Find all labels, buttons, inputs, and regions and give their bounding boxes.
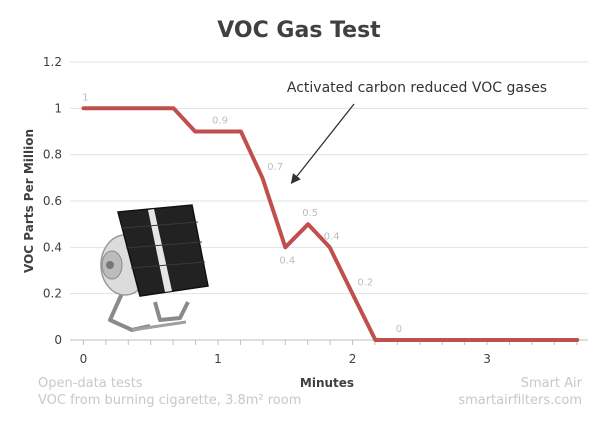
air-purifier-fan-image xyxy=(100,204,209,332)
data-label: 0 xyxy=(396,324,402,335)
x-tick-label: 3 xyxy=(483,352,491,366)
y-tick-label: 1 xyxy=(54,101,62,115)
x-tick-label: 2 xyxy=(349,352,357,366)
footer-website: smartairfilters.com xyxy=(458,393,582,408)
y-tick-label: 0.6 xyxy=(43,194,62,208)
y-tick-label: 0 xyxy=(54,333,62,347)
series-voc xyxy=(81,106,580,342)
data-label: 0.4 xyxy=(324,231,340,242)
y-tick-label: 1.2 xyxy=(43,55,62,69)
x-tick-label: 0 xyxy=(80,352,88,366)
y-tick-label: 0.8 xyxy=(43,148,62,162)
data-label: 0.9 xyxy=(212,116,228,127)
data-label: 0.2 xyxy=(357,278,373,289)
axes: 0 0.2 0.4 0.6 0.8 1 1.2 0 1 2 3 xyxy=(43,55,588,366)
y-axis-title: VOC Parts Per Million xyxy=(22,129,36,273)
chart-title: VOC Gas Test xyxy=(217,18,381,43)
data-label: 0.4 xyxy=(279,255,295,266)
data-labels: 1 0.9 0.7 0.4 0.5 0.4 0.2 0 xyxy=(82,92,402,335)
series-line xyxy=(81,106,580,342)
data-label: 1 xyxy=(82,92,88,103)
annotation-arrow xyxy=(290,103,355,185)
x-axis-title: Minutes xyxy=(300,376,354,390)
data-label: 0.7 xyxy=(267,162,283,173)
y-tick-label: 0.4 xyxy=(43,240,62,254)
annotation-text: Activated carbon reduced VOC gases xyxy=(287,80,547,96)
footer-source-line1: Open-data tests xyxy=(38,376,143,391)
y-tick-label: 0.2 xyxy=(43,287,62,301)
footer-brand: Smart Air xyxy=(521,376,583,391)
footer-source-line2: VOC from burning cigarette, 3.8m² room xyxy=(38,393,301,408)
data-label: 0.5 xyxy=(302,208,318,219)
x-tick-label: 1 xyxy=(214,352,222,366)
